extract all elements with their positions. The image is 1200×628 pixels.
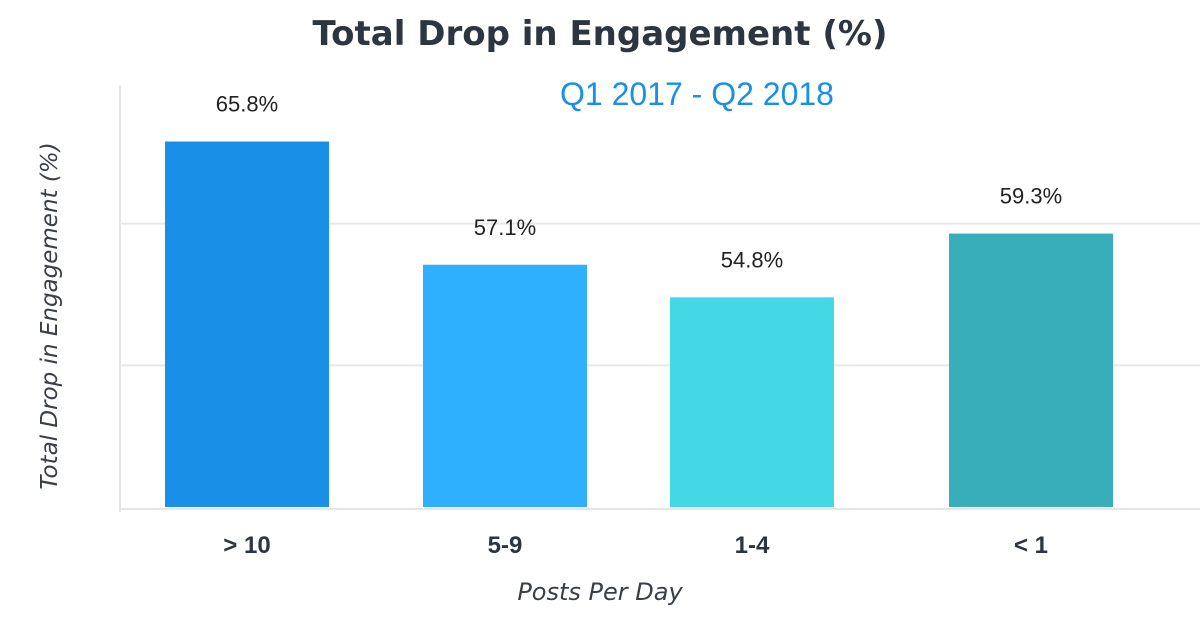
x-tick-label: 1-4 [735,532,770,559]
bar-3 [670,297,834,507]
x-tick-label: 5-9 [488,532,523,559]
x-axis-label: Posts Per Day [517,578,683,606]
bar-4 [949,233,1113,508]
chart-subtitle: Q1 2017 - Q2 2018 [560,76,834,112]
x-tick-label: > 10 [223,532,270,559]
x-tick-label: < 1 [1014,532,1048,559]
data-label: 59.3% [1000,184,1062,209]
bar-1 [165,141,329,507]
data-label: 65.8% [216,92,278,117]
bar-2 [423,264,587,507]
data-label: 57.1% [474,215,536,240]
data-label: 54.8% [721,247,783,272]
chart-title: Total Drop in Engagement (%) [312,14,888,54]
